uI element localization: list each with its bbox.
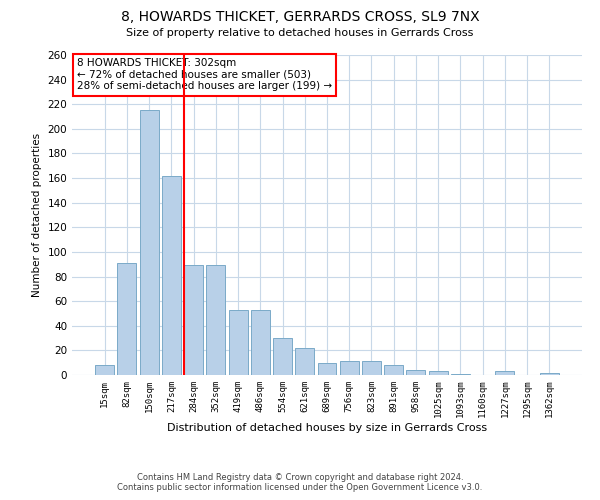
Bar	[429, 372, 448, 375]
Bar	[162, 176, 181, 375]
Bar	[384, 365, 403, 375]
Bar	[273, 338, 292, 375]
Bar	[184, 266, 203, 375]
Bar	[206, 266, 225, 375]
Bar	[340, 362, 359, 375]
Text: 8 HOWARDS THICKET: 302sqm
← 72% of detached houses are smaller (503)
28% of semi: 8 HOWARDS THICKET: 302sqm ← 72% of detac…	[77, 58, 332, 92]
Text: Size of property relative to detached houses in Gerrards Cross: Size of property relative to detached ho…	[127, 28, 473, 38]
Bar	[95, 365, 114, 375]
Bar	[229, 310, 248, 375]
Bar	[140, 110, 158, 375]
Bar	[496, 372, 514, 375]
Bar	[118, 263, 136, 375]
X-axis label: Distribution of detached houses by size in Gerrards Cross: Distribution of detached houses by size …	[167, 423, 487, 433]
Y-axis label: Number of detached properties: Number of detached properties	[32, 133, 42, 297]
Text: Contains HM Land Registry data © Crown copyright and database right 2024.
Contai: Contains HM Land Registry data © Crown c…	[118, 473, 482, 492]
Bar	[251, 310, 270, 375]
Text: 8, HOWARDS THICKET, GERRARDS CROSS, SL9 7NX: 8, HOWARDS THICKET, GERRARDS CROSS, SL9 …	[121, 10, 479, 24]
Bar	[540, 372, 559, 375]
Bar	[362, 362, 381, 375]
Bar	[451, 374, 470, 375]
Bar	[406, 370, 425, 375]
Bar	[295, 348, 314, 375]
Bar	[317, 362, 337, 375]
